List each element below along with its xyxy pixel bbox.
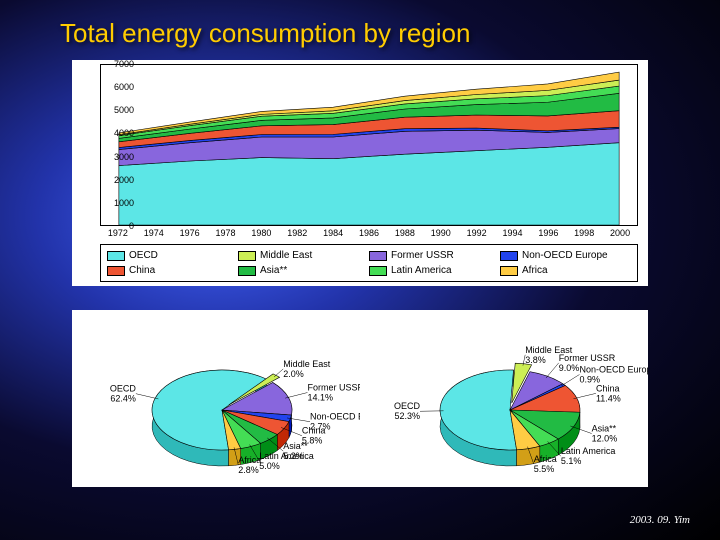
pie-label: Former USSR bbox=[559, 353, 616, 363]
pie-value: 5.1% bbox=[561, 456, 582, 466]
pie-charts-panel: OECD62.4%Middle East2.0%Former USSR14.1%… bbox=[72, 310, 648, 487]
pie-value: 12.0% bbox=[592, 434, 618, 444]
pie-left: OECD62.4% Middle East2.0% Former USSR14.1%… bbox=[72, 310, 360, 487]
pie-value: 9.0% bbox=[559, 363, 580, 373]
pie-value: 5.5% bbox=[534, 464, 555, 474]
ytick: 3000 bbox=[114, 152, 134, 162]
pie-label: OECD bbox=[110, 384, 137, 394]
legend-swatch bbox=[369, 266, 387, 276]
pie-value: 62.4% bbox=[110, 394, 136, 404]
xtick: 2000 bbox=[610, 228, 630, 238]
legend-swatch bbox=[369, 251, 387, 261]
pie-leader bbox=[285, 393, 307, 399]
legend-item: Africa bbox=[500, 263, 631, 278]
pie-label: Non-OECD Europe bbox=[310, 412, 360, 422]
pie-leader bbox=[573, 393, 595, 398]
xtick: 1992 bbox=[467, 228, 487, 238]
legend-label: Middle East bbox=[260, 250, 312, 261]
legend-item: Latin America bbox=[369, 263, 500, 278]
legend-label: Former USSR bbox=[391, 250, 454, 261]
legend-label: OECD bbox=[129, 250, 158, 261]
pie-value: 5.0% bbox=[259, 461, 280, 471]
pie-label: Latin America bbox=[259, 451, 314, 461]
xtick: 1988 bbox=[395, 228, 415, 238]
ytick: 0 bbox=[129, 221, 134, 231]
page-title: Total energy consumption by region bbox=[60, 18, 470, 49]
xtick: 1976 bbox=[180, 228, 200, 238]
legend-label: Latin America bbox=[391, 265, 452, 276]
pie-label: Asia** bbox=[283, 441, 308, 451]
xtick: 1990 bbox=[431, 228, 451, 238]
xtick: 1986 bbox=[359, 228, 379, 238]
xtick: 1996 bbox=[538, 228, 558, 238]
xtick: 1994 bbox=[502, 228, 522, 238]
pie-label: Latin America bbox=[561, 446, 616, 456]
pie-value: 52.3% bbox=[394, 411, 420, 421]
pie-value: 11.4% bbox=[596, 393, 621, 403]
pie-leader bbox=[546, 363, 559, 378]
pie-label: Africa bbox=[238, 455, 261, 465]
pie-label: Africa bbox=[534, 454, 557, 464]
legend-item: OECD bbox=[107, 248, 238, 263]
ytick: 7000 bbox=[114, 59, 134, 69]
xtick: 1984 bbox=[323, 228, 343, 238]
pie-value: 3.8% bbox=[525, 355, 546, 365]
legend-swatch bbox=[107, 251, 125, 261]
xtick: 1998 bbox=[574, 228, 594, 238]
pie-value: 2.0% bbox=[283, 369, 304, 379]
area-chart-panel: 0 1000 2000 3000 4000 5000 6000 7000 1972 1974 19… bbox=[72, 60, 648, 286]
pie-right: OECD52.3%Middle East3.8%Former USSR9.0%N… bbox=[360, 310, 648, 487]
ytick: 2000 bbox=[114, 175, 134, 185]
pie-label: Asia** bbox=[592, 424, 617, 434]
legend-swatch bbox=[238, 251, 256, 261]
pie-right-svg: OECD52.3%Middle East3.8%Former USSR9.0%N… bbox=[360, 310, 648, 487]
ytick: 6000 bbox=[114, 82, 134, 92]
pie-label: Non-OECD Europe bbox=[580, 364, 648, 374]
pie-leader bbox=[561, 374, 579, 385]
legend-swatch bbox=[238, 266, 256, 276]
legend-item: Former USSR bbox=[369, 248, 500, 263]
legend-item: Middle East bbox=[238, 248, 369, 263]
legend-label: Non-OECD Europe bbox=[522, 250, 608, 261]
legend-label: China bbox=[129, 265, 155, 276]
ytick: 4000 bbox=[114, 128, 134, 138]
legend-label: Asia** bbox=[260, 265, 287, 276]
pie-leader bbox=[274, 369, 283, 377]
legend-item: Non-OECD Europe bbox=[500, 248, 631, 263]
legend-swatch bbox=[500, 251, 518, 261]
pie-value: 2.8% bbox=[238, 465, 259, 475]
legend-swatch bbox=[107, 266, 125, 276]
ytick: 5000 bbox=[114, 105, 134, 115]
pie-label: China bbox=[596, 383, 620, 393]
legend-label: Africa bbox=[522, 265, 548, 276]
legend-item: Asia** bbox=[238, 263, 369, 278]
pie-label: Middle East bbox=[283, 359, 331, 369]
pie-left-svg: OECD62.4% Middle East2.0% Former USSR14.1%… bbox=[72, 310, 360, 487]
pie-leader bbox=[136, 394, 158, 399]
legend-swatch bbox=[500, 266, 518, 276]
chart-legend: OECD Middle East Former USSR Non-OECD Europ… bbox=[100, 244, 638, 282]
legend-item: China bbox=[107, 263, 238, 278]
xtick: 1974 bbox=[144, 228, 164, 238]
footer-credit: 2003. 09. Yim bbox=[630, 514, 690, 526]
ytick: 1000 bbox=[114, 198, 134, 208]
pie-label: Former USSR bbox=[308, 383, 360, 393]
stacked-area-chart bbox=[100, 64, 638, 226]
pie-label: China bbox=[302, 426, 326, 436]
pie-label: OECD bbox=[394, 401, 421, 411]
pie-value: 14.1% bbox=[308, 393, 334, 403]
xtick: 1982 bbox=[287, 228, 307, 238]
xtick: 1972 bbox=[108, 228, 128, 238]
xtick: 1980 bbox=[251, 228, 271, 238]
xtick: 1978 bbox=[216, 228, 236, 238]
